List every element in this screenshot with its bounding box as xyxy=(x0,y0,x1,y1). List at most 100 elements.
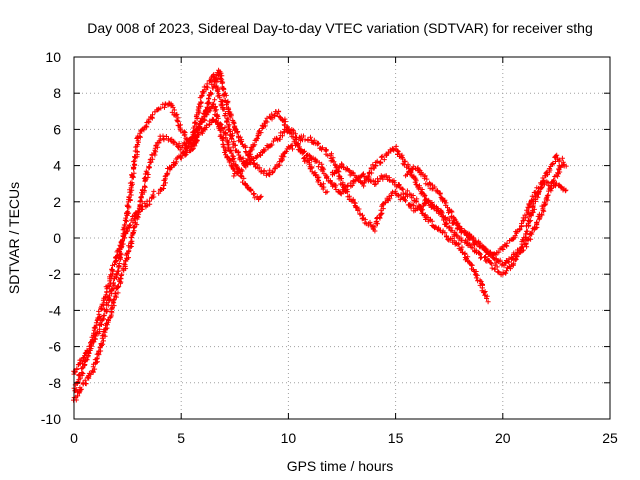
data-point-marks xyxy=(216,69,227,97)
series-track-3 xyxy=(71,188,157,394)
data-point-marks xyxy=(254,193,264,202)
data-point-marks xyxy=(232,142,247,168)
data-point-marks xyxy=(413,198,430,222)
data-point-marks xyxy=(318,145,334,159)
data-point-marks xyxy=(436,225,451,242)
y-tick-label: 0 xyxy=(53,230,61,246)
data-point-marks xyxy=(531,180,547,197)
data-point-marks xyxy=(190,118,205,141)
data-point-marks xyxy=(146,138,163,171)
y-tick-label: 8 xyxy=(53,85,61,101)
data-point-marks xyxy=(329,163,344,178)
data-point-marks xyxy=(350,197,366,222)
x-axis-label: GPS time / hours xyxy=(287,458,394,474)
data-point-marks xyxy=(458,226,473,242)
data-point-marks xyxy=(382,173,398,186)
data-point-marks xyxy=(221,124,238,168)
data-point-marks xyxy=(446,207,463,230)
data-point-marks xyxy=(415,165,431,188)
data-point-marks xyxy=(253,162,269,178)
data-point-marks xyxy=(392,182,409,197)
y-tick-label: -6 xyxy=(49,339,62,355)
data-point-marks xyxy=(403,198,418,214)
y-tick-label: 6 xyxy=(53,121,61,137)
y-tick-label: 2 xyxy=(53,194,61,210)
data-point-marks xyxy=(168,136,183,150)
data-point-marks xyxy=(103,273,120,314)
data-point-marks xyxy=(92,326,109,366)
data-point-marks xyxy=(297,133,311,144)
data-point-marks xyxy=(252,119,270,143)
data-point-marks xyxy=(103,254,119,295)
axis-ticks: 0 5 10 15 20 25 -10 -8 -6 -4 -2 0 2 4 6 8 10 xyxy=(41,49,618,446)
data-point-marks xyxy=(254,147,268,160)
data-point-marks xyxy=(446,236,462,248)
data-point-marks xyxy=(456,244,473,267)
data-point-marks xyxy=(274,144,291,168)
data-point-marks xyxy=(371,153,387,171)
data-point-marks xyxy=(361,215,376,232)
data-point-marks xyxy=(425,198,442,213)
data-point-marks xyxy=(479,244,493,257)
data-point-marks xyxy=(521,200,537,241)
data-point-marks xyxy=(82,361,98,387)
data-point-marks xyxy=(200,118,216,134)
data-point-marks xyxy=(275,126,290,143)
x-tick-label: 0 xyxy=(70,430,78,446)
y-tick-label: 10 xyxy=(45,49,61,65)
data-point-marks xyxy=(338,180,355,197)
data-point-marks xyxy=(393,143,408,168)
data-point-marks xyxy=(372,173,386,187)
data-point-marks xyxy=(510,217,527,242)
data-point-marks xyxy=(146,106,162,125)
data-point-marks xyxy=(489,251,505,268)
data-point-marks xyxy=(124,136,141,216)
data-point-marks xyxy=(532,201,549,231)
data-point-marks xyxy=(178,136,194,159)
data-point-marks xyxy=(500,254,515,269)
series-track-4 xyxy=(156,116,264,202)
data-point-marks xyxy=(317,181,330,195)
x-tick-label: 25 xyxy=(602,430,618,446)
data-point-marks xyxy=(296,144,312,167)
grid-lines xyxy=(74,57,610,419)
data-point-marks xyxy=(114,228,131,260)
data-point-marks xyxy=(264,164,280,178)
data-point-marks xyxy=(91,292,109,333)
series-track-5 xyxy=(178,67,330,195)
x-tick-label: 15 xyxy=(388,430,404,446)
data-point-marks xyxy=(381,189,399,206)
data-point-marks xyxy=(349,169,366,186)
data-point-marks xyxy=(113,252,130,296)
data-point-marks xyxy=(371,200,388,234)
data-point-marks xyxy=(167,101,183,131)
data-point-marks xyxy=(221,144,238,176)
data-point-marks xyxy=(541,172,559,205)
data-series xyxy=(71,67,569,403)
data-point-marks xyxy=(189,126,205,152)
y-axis-label: SDTVAR / TECUs xyxy=(6,182,22,294)
chart-title: Day 008 of 2023, Sidereal Day-to-day VTE… xyxy=(87,20,593,36)
data-point-marks xyxy=(307,154,322,170)
x-tick-label: 5 xyxy=(177,430,185,446)
data-point-marks xyxy=(146,188,157,207)
data-point-marks xyxy=(555,162,565,179)
y-tick-label: 4 xyxy=(53,158,61,174)
data-point-marks xyxy=(435,207,451,222)
data-point-marks xyxy=(124,210,140,232)
y-tick-label: -2 xyxy=(49,266,62,282)
data-point-marks xyxy=(243,181,258,201)
data-point-marks xyxy=(263,109,279,124)
data-point-marks xyxy=(264,135,280,151)
y-tick-label: -8 xyxy=(49,375,62,391)
x-tick-label: 10 xyxy=(281,430,297,446)
data-point-marks xyxy=(467,243,483,257)
data-point-marks xyxy=(242,143,257,167)
data-point-marks xyxy=(209,116,225,132)
data-point-marks xyxy=(81,325,98,367)
data-point-marks xyxy=(477,281,491,305)
data-point-marks xyxy=(467,234,483,250)
data-point-marks xyxy=(447,225,461,241)
